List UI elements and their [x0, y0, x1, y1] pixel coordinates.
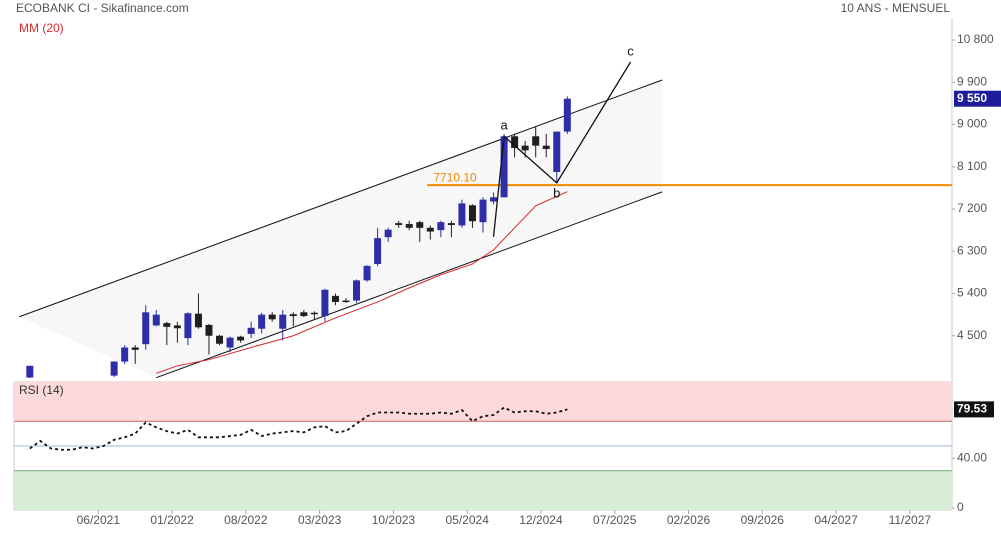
candle-body — [258, 314, 266, 329]
candle-body — [300, 312, 308, 317]
wave-line — [492, 61, 632, 237]
candle-body — [152, 314, 160, 326]
candle-body — [163, 323, 171, 327]
wave-label: b — [553, 185, 560, 200]
candle-body — [121, 347, 129, 362]
candle-body — [279, 314, 287, 329]
candle-body — [395, 223, 403, 225]
candle-body — [553, 131, 561, 172]
y-tick-label: 5 400 — [957, 286, 987, 300]
candle-body — [468, 205, 476, 222]
candle-body — [321, 289, 329, 317]
last-value-label: 79.53 — [957, 402, 987, 416]
candle-body — [205, 324, 213, 336]
candle-body — [194, 313, 202, 328]
candle-body — [331, 295, 339, 302]
candle-body — [353, 280, 361, 301]
rsi-line — [29, 406, 568, 451]
y-tick-label: 8 100 — [957, 159, 987, 173]
y-tick-label: 9 000 — [957, 117, 987, 131]
candle-body — [426, 227, 434, 232]
x-tick-label: 12/2024 — [519, 513, 563, 527]
candle-body — [374, 238, 382, 264]
candle-body — [310, 312, 318, 315]
candle-body — [532, 136, 540, 146]
candle-body — [184, 313, 192, 339]
legend-label: MM (20) — [19, 21, 64, 35]
y-tick-label: 4 500 — [957, 328, 987, 342]
oversold-zone — [14, 470, 952, 510]
overbought-zone — [14, 382, 952, 422]
y-tick-label: 40.00 — [957, 451, 987, 465]
candle-body — [405, 224, 413, 228]
candle-body — [247, 327, 255, 334]
y-tick-label: 9 900 — [957, 74, 987, 88]
x-tick-label: 02/2026 — [667, 513, 711, 527]
candle-body — [216, 335, 224, 344]
candle-body — [416, 222, 424, 228]
candle-body — [458, 203, 466, 226]
x-tick-label: 11/2027 — [889, 513, 932, 527]
y-tick-label: 10 800 — [957, 32, 994, 46]
candle-body — [237, 336, 245, 341]
candle-body — [110, 361, 118, 376]
candle-body — [563, 98, 571, 132]
x-tick-label: 04/2027 — [814, 513, 858, 527]
candle-body — [289, 314, 297, 317]
channel-line — [156, 191, 663, 378]
x-tick-label: 07/2025 — [593, 513, 637, 527]
last-value-box — [954, 401, 994, 418]
price-panel — [19, 61, 952, 378]
candle-body — [173, 325, 181, 329]
page-title: ECOBANK CI - Sikafinance.com — [16, 1, 189, 15]
x-tick-label: 09/2026 — [741, 513, 785, 527]
last-price-label: 9 550 — [957, 91, 987, 105]
x-tick-label: 05/2024 — [445, 513, 489, 527]
candle-body — [447, 223, 455, 225]
candle-body — [511, 136, 519, 149]
candle-body — [363, 265, 371, 281]
candle-body — [479, 199, 487, 223]
channel-line — [19, 79, 663, 318]
candle-body — [268, 314, 276, 320]
last-price-box — [954, 90, 1001, 107]
wave-label: a — [500, 118, 508, 133]
x-tick-label: 10/2023 — [372, 513, 416, 527]
panel-title: RSI (14) — [19, 383, 64, 397]
candle-body — [384, 229, 392, 238]
candle-body — [226, 337, 234, 348]
x-tick-label: 03/2023 — [298, 513, 342, 527]
candle-body — [131, 347, 139, 350]
candle-body — [542, 145, 550, 149]
candle-body — [26, 365, 34, 378]
wave-label: c — [627, 43, 634, 58]
candle-body — [500, 136, 508, 198]
candle-body — [342, 300, 350, 303]
x-tick-label: 06/2021 — [77, 513, 121, 527]
moving-average — [156, 191, 568, 374]
candle-body — [142, 312, 150, 345]
candle-body — [437, 222, 445, 231]
period: 10 ANS - MENSUEL — [841, 1, 951, 15]
y-tick-label: 7 200 — [957, 201, 987, 215]
x-tick-label: 08/2022 — [224, 513, 268, 527]
level-label: 7710.10 — [433, 170, 477, 184]
y-tick-label: 6 300 — [957, 243, 987, 257]
candle-body — [490, 197, 498, 202]
x-tick-label: 01/2022 — [150, 513, 194, 527]
candle-body — [521, 145, 529, 151]
y-tick-label: 0 — [957, 500, 964, 514]
